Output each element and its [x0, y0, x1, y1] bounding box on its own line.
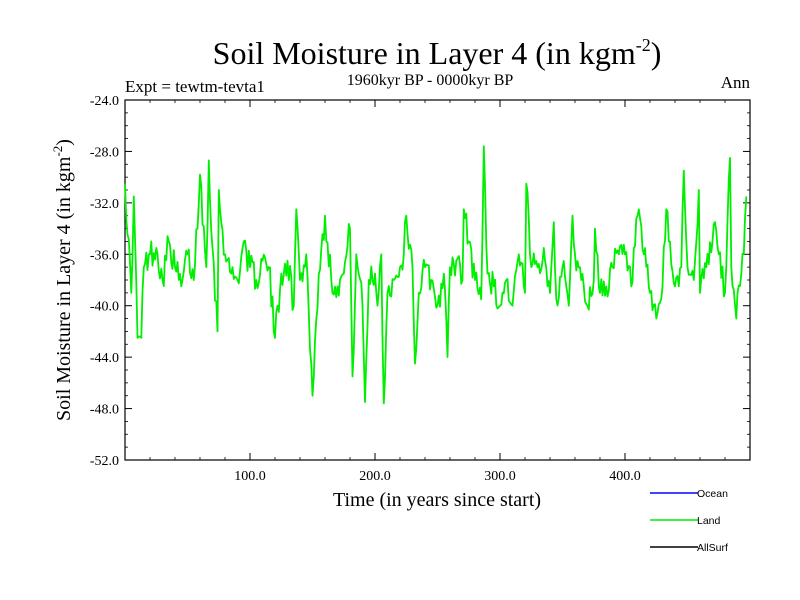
- experiment-label: Expt = tewtm-tevta1: [125, 77, 265, 96]
- x-axis: 100.0 200.0 300.0 400.0: [149, 100, 726, 484]
- legend: Ocean Land AllSurf: [650, 488, 728, 554]
- y-axis: -52.0 -48.0 -44.0 -40.0 -36.0 -32.0 -28.0 -24.0: [90, 94, 750, 469]
- season-label: Ann: [721, 73, 751, 92]
- legend-label-ocean: Ocean: [697, 488, 728, 500]
- chart-title: Soil Moisture in Layer 4 (in kgm-2): [213, 35, 662, 71]
- y-tick-label: -52.0: [90, 454, 119, 469]
- x-axis-label: Time (in years since start): [333, 489, 541, 511]
- x-tick-label: 400.0: [609, 469, 641, 484]
- y-axis-label: Soil Moisture in Layer 4 (in kgm-2): [50, 139, 75, 421]
- y-tick-label: -28.0: [90, 145, 119, 160]
- y-tick-label: -40.0: [90, 300, 119, 315]
- y-tick-label: -48.0: [90, 403, 119, 418]
- x-tick-label: 100.0: [234, 469, 266, 484]
- x-tick-label: 300.0: [484, 469, 516, 484]
- legend-label-land: Land: [697, 515, 721, 527]
- series-line-land: [124, 145, 748, 405]
- y-tick-label: -32.0: [90, 197, 119, 212]
- y-tick-label: -44.0: [90, 351, 119, 366]
- chart-subtitle: 1960kyr BP - 0000kyr BP: [347, 72, 514, 89]
- y-tick-label: -36.0: [90, 248, 119, 263]
- legend-label-allsurf: AllSurf: [697, 542, 728, 554]
- y-tick-label: -24.0: [90, 94, 119, 109]
- x-tick-label: 200.0: [359, 469, 391, 484]
